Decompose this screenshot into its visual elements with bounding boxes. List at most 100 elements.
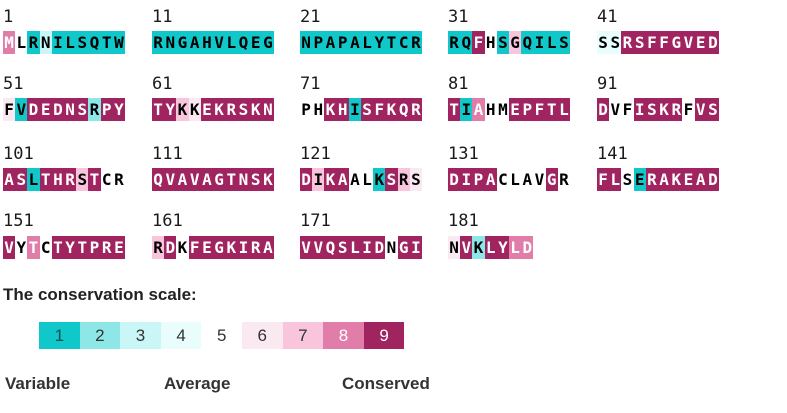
residue: R xyxy=(557,168,570,191)
label-variable: Variable xyxy=(5,374,71,393)
scale-title: The conservation scale: xyxy=(3,285,197,304)
position-number: 171 xyxy=(300,211,331,231)
residue: L xyxy=(361,31,374,54)
residue: N xyxy=(164,31,177,54)
residue: E xyxy=(249,31,262,54)
scale-grade-1: 1 xyxy=(39,322,80,349)
residue: H xyxy=(484,31,497,54)
residue: K xyxy=(373,168,386,191)
residue: A xyxy=(176,168,189,191)
residue: Y xyxy=(164,98,177,121)
residue: S xyxy=(15,168,28,191)
residue: N xyxy=(300,31,313,54)
residue: K xyxy=(249,98,262,121)
residue: P xyxy=(336,31,349,54)
residue: F xyxy=(621,98,634,121)
residue: E xyxy=(200,236,213,259)
residue: Q xyxy=(460,31,473,54)
residue: E xyxy=(633,168,646,191)
residue: D xyxy=(300,168,313,191)
residue: T xyxy=(225,168,238,191)
residue: G xyxy=(545,168,558,191)
residue: G xyxy=(213,168,226,191)
residue: V xyxy=(164,168,177,191)
residue: V xyxy=(533,168,546,191)
residue: N xyxy=(237,168,250,191)
residue: F xyxy=(682,98,695,121)
residue: K xyxy=(213,98,226,121)
position-number: 91 xyxy=(597,74,618,94)
residue: A xyxy=(658,168,671,191)
residue: D xyxy=(597,98,610,121)
position-number: 151 xyxy=(3,211,34,231)
residue: L xyxy=(15,31,28,54)
position-number: 41 xyxy=(597,7,618,27)
residue: K xyxy=(176,98,189,121)
residue: I xyxy=(51,31,64,54)
position-number: 81 xyxy=(448,74,469,94)
residue: F xyxy=(645,31,658,54)
residue: T xyxy=(100,31,113,54)
residue: Q xyxy=(397,98,410,121)
residue: F xyxy=(597,168,610,191)
residue: T xyxy=(385,31,398,54)
residue: R xyxy=(64,168,77,191)
residue: R xyxy=(409,31,422,54)
residue: E xyxy=(112,236,125,259)
residue: S xyxy=(597,31,610,54)
residue: R xyxy=(152,31,165,54)
residue: D xyxy=(373,236,386,259)
residue: H xyxy=(336,98,349,121)
residue: S xyxy=(336,236,349,259)
residue: Y xyxy=(64,236,77,259)
residue: L xyxy=(361,168,374,191)
residue: D xyxy=(27,98,40,121)
residue: M xyxy=(496,98,509,121)
residue: M xyxy=(3,31,16,54)
residue: S xyxy=(249,168,262,191)
residue: P xyxy=(472,168,485,191)
residue: S xyxy=(633,31,646,54)
residue: D xyxy=(448,168,461,191)
residue: Y xyxy=(373,31,386,54)
residue: H xyxy=(200,31,213,54)
residue: R xyxy=(27,31,40,54)
residue: K xyxy=(385,98,398,121)
residue: A xyxy=(694,168,707,191)
residue: L xyxy=(545,31,558,54)
position-number: 131 xyxy=(448,144,479,164)
scale-grade-4: 4 xyxy=(160,322,202,349)
residue: Q xyxy=(521,31,534,54)
residue: K xyxy=(261,168,274,191)
residue: Y xyxy=(112,98,125,121)
residue: S xyxy=(409,168,422,191)
residue: K xyxy=(658,98,671,121)
position-number: 31 xyxy=(448,7,469,27)
residue: P xyxy=(312,31,325,54)
position-number: 161 xyxy=(152,211,183,231)
residue: N xyxy=(385,236,398,259)
residue: V xyxy=(694,98,707,121)
residue: G xyxy=(213,236,226,259)
residue: P xyxy=(521,98,534,121)
residue: V xyxy=(682,31,695,54)
residue: N xyxy=(448,236,461,259)
residue: L xyxy=(509,236,522,259)
residue: L xyxy=(27,168,40,191)
residue: E xyxy=(200,98,213,121)
residue: W xyxy=(112,31,125,54)
residue: D xyxy=(51,98,64,121)
residue: F xyxy=(188,236,201,259)
residue: D xyxy=(706,168,719,191)
residue: A xyxy=(3,168,16,191)
residue: P xyxy=(300,98,313,121)
residue: I xyxy=(460,168,473,191)
residue: G xyxy=(397,236,410,259)
residue: Q xyxy=(324,236,337,259)
residue: A xyxy=(336,168,349,191)
residue: D xyxy=(164,236,177,259)
residue: R xyxy=(645,168,658,191)
residue: Q xyxy=(88,31,101,54)
residue: A xyxy=(521,168,534,191)
residue: E xyxy=(39,98,52,121)
